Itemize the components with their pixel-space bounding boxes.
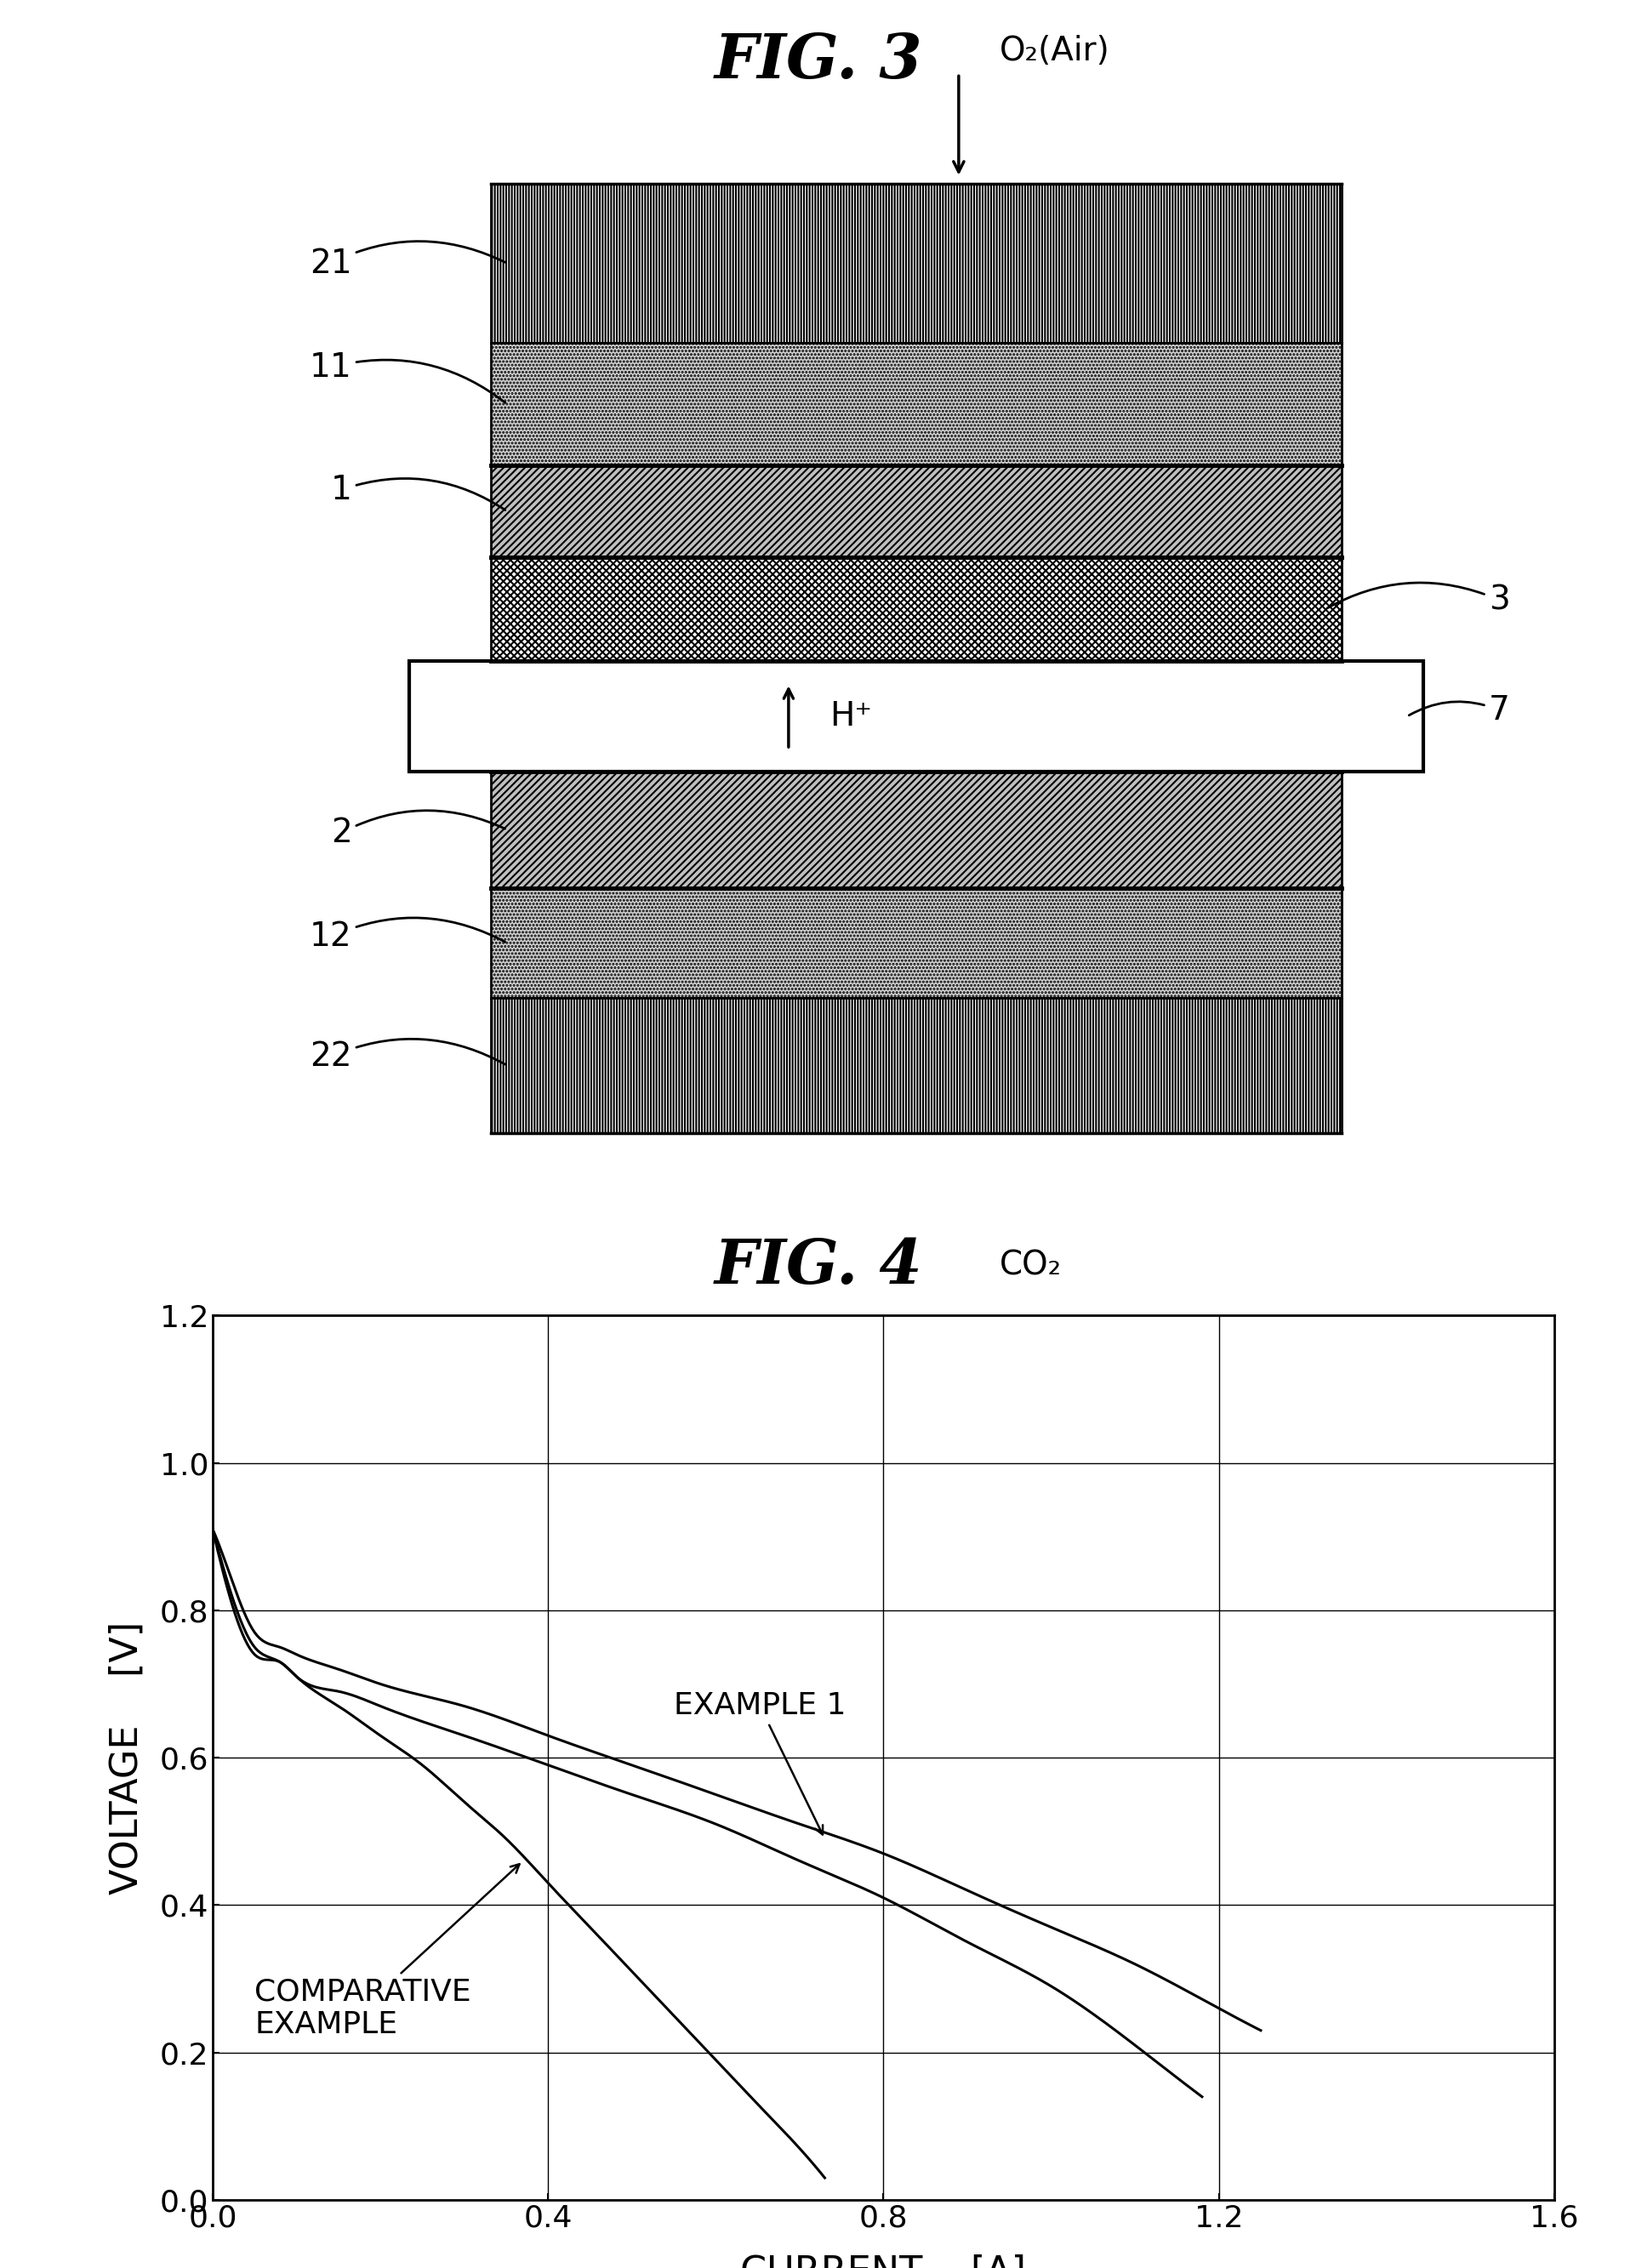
Text: 12: 12 [309,919,506,953]
Text: CO₂: CO₂ [1000,1250,1062,1281]
Bar [491,184,1342,342]
Text: 2: 2 [330,810,506,848]
Text: O₂(Air): O₂(Air) [1000,34,1109,68]
Text: COMPARATIVE
EXAMPLE: COMPARATIVE EXAMPLE [255,1864,519,2039]
Text: 1: 1 [330,474,506,510]
Bar [491,771,1342,887]
Text: 7: 7 [1409,694,1510,726]
Bar [491,998,1342,1132]
Text: H⁺: H⁺ [829,701,872,733]
Bar [491,465,1342,558]
Bar [491,342,1342,465]
Text: 3: 3 [1327,583,1510,617]
Text: 21: 21 [309,240,506,279]
Bar [409,662,1423,771]
Text: 11: 11 [309,352,506,404]
Text: FIG. 3: FIG. 3 [713,29,923,91]
Bar [491,887,1342,998]
Text: 22: 22 [309,1039,506,1073]
Text: EXAMPLE 1: EXAMPLE 1 [674,1692,846,1835]
Text: FIG. 4: FIG. 4 [713,1236,923,1297]
X-axis label: CURRENT    [A]: CURRENT [A] [741,2254,1026,2268]
Bar [491,558,1342,662]
Y-axis label: VOLTAGE    [V]: VOLTAGE [V] [108,1622,146,1894]
